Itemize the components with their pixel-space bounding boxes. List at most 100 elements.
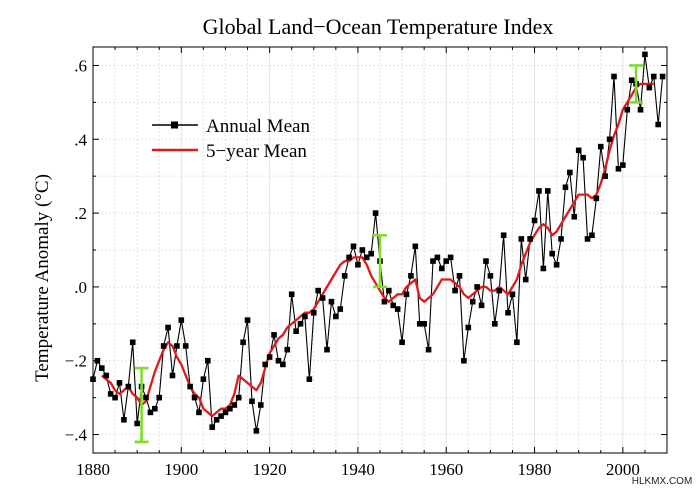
annual-mean-point xyxy=(386,287,392,294)
annual-mean-point xyxy=(597,143,604,150)
annual-mean-point xyxy=(637,106,644,113)
annual-mean-point xyxy=(191,394,198,401)
x-tick-label: 1960 xyxy=(429,460,463,479)
annual-mean-point xyxy=(642,51,648,58)
annual-mean-point xyxy=(107,391,114,397)
annual-mean-point xyxy=(615,166,622,172)
annual-mean-point xyxy=(253,428,260,434)
annual-mean-point xyxy=(531,217,538,224)
annual-mean-point xyxy=(540,265,547,272)
annual-mean-point xyxy=(505,309,511,316)
annual-mean-point xyxy=(575,147,582,154)
chart-title: Global Land−Ocean Temperature Index xyxy=(203,14,554,39)
annual-mean-point xyxy=(456,273,463,279)
annual-mean-point xyxy=(129,339,136,346)
annual-mean-point xyxy=(536,188,542,194)
uncertainty-bars xyxy=(134,64,644,444)
annual-mean-point xyxy=(134,420,140,427)
annual-mean-point xyxy=(333,313,339,320)
y-tick-label: .4 xyxy=(74,130,87,149)
annual-mean-point xyxy=(478,302,485,309)
annual-mean-point xyxy=(403,291,410,298)
annual-mean-point xyxy=(160,343,167,349)
legend-annual-label: Annual Mean xyxy=(206,116,310,137)
annual-mean-point xyxy=(412,243,419,250)
annual-mean-point xyxy=(284,346,291,353)
annual-mean-point xyxy=(152,405,158,412)
plot-frame xyxy=(92,46,668,454)
annual-mean-point xyxy=(500,232,507,239)
annual-mean-point xyxy=(306,376,313,382)
annual-mean-point xyxy=(514,339,520,346)
annual-mean-point xyxy=(394,306,401,312)
annual-mean-point xyxy=(275,357,282,364)
annual-mean-point xyxy=(200,376,207,382)
annual-mean-point xyxy=(434,254,441,261)
annual-mean-point xyxy=(280,361,286,368)
annual-mean-point xyxy=(359,247,366,253)
annual-mean-point xyxy=(372,210,379,216)
annual-mean-point xyxy=(655,121,661,128)
y-tick-label: −.2 xyxy=(65,352,87,371)
annual-mean-point xyxy=(99,365,105,371)
annual-mean-line xyxy=(92,54,664,431)
annual-mean-point xyxy=(602,173,608,179)
annual-mean-point xyxy=(487,273,494,279)
annual-mean-point xyxy=(390,302,397,309)
annual-mean-point xyxy=(350,243,357,250)
annual-mean-point xyxy=(337,306,344,312)
annual-mean-point xyxy=(315,287,321,294)
annual-mean-point xyxy=(288,291,295,298)
annual-mean-point xyxy=(650,73,657,80)
annual-mean-point xyxy=(421,321,427,327)
annual-mean-point xyxy=(447,254,454,261)
annual-mean-point xyxy=(522,276,529,283)
annual-mean-point xyxy=(116,380,123,386)
annual-mean-point xyxy=(178,317,185,323)
x-tick-label: 1900 xyxy=(164,460,198,479)
annual-mean-point xyxy=(593,195,600,202)
annual-mean-point xyxy=(156,394,163,401)
y-axis-label: Temperature Anomaly (°C) xyxy=(32,174,53,382)
annual-mean-point xyxy=(624,106,631,113)
annual-mean-point xyxy=(182,343,189,349)
annual-mean-point xyxy=(103,372,110,379)
annual-mean-point xyxy=(355,261,361,268)
annual-mean-point xyxy=(227,405,233,412)
annual-mean-point xyxy=(474,284,480,290)
annual-mean-point xyxy=(293,328,299,334)
x-tick-label: 2000 xyxy=(606,460,640,479)
annual-mean-point xyxy=(310,309,317,316)
annual-mean-point xyxy=(240,339,246,346)
annual-mean-point xyxy=(492,321,498,327)
legend-annual-marker xyxy=(171,121,178,129)
axis-ticks: 1880 1900 1920 1940 1960 1980 2000 −.4 −.2 .0 .2 .4… xyxy=(65,47,667,479)
annual-mean-point xyxy=(271,332,277,338)
annual-mean-point xyxy=(222,409,229,416)
annual-mean-point xyxy=(341,273,348,279)
annual-mean-point xyxy=(328,298,335,305)
annual-mean-point xyxy=(496,287,503,294)
annual-mean-point xyxy=(544,188,551,194)
annual-mean-point xyxy=(430,258,436,264)
annual-mean-point xyxy=(147,409,154,416)
annual-mean-point xyxy=(205,357,211,364)
annual-mean-point xyxy=(518,236,525,242)
annual-mean-point xyxy=(425,346,432,353)
annual-mean-point xyxy=(483,258,489,264)
annual-mean-point xyxy=(319,295,326,301)
annual-mean-point xyxy=(567,169,573,176)
annual-mean-point xyxy=(553,261,560,268)
annual-mean-point xyxy=(589,232,595,239)
annual-mean-point xyxy=(302,313,308,320)
annual-mean-point xyxy=(527,236,533,242)
annual-mean-point xyxy=(125,383,132,390)
annual-mean-point xyxy=(94,357,101,364)
annual-mean-point xyxy=(262,361,268,368)
annual-mean-point xyxy=(580,154,586,161)
annual-mean-point xyxy=(297,321,304,327)
annual-mean-point xyxy=(235,394,242,401)
annual-mean-point xyxy=(549,250,555,257)
annual-mean-point xyxy=(169,372,176,379)
